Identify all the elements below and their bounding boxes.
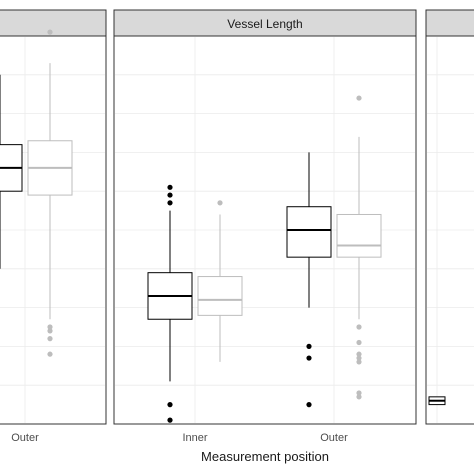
outlier-point (167, 184, 173, 190)
strip-right (425, 9, 474, 37)
x-axis-title: Measurement position (201, 449, 329, 464)
outlier-point (306, 355, 312, 361)
strip-center (113, 9, 417, 37)
outlier-point (167, 417, 173, 423)
strip-label: Vessel Length (227, 17, 302, 31)
outlier-point (356, 390, 362, 396)
outlier-point (47, 328, 53, 334)
x-tick-label: Inner (182, 432, 207, 444)
outlier-point (306, 343, 312, 349)
outlier-point (47, 351, 53, 357)
marks-left (0, 29, 73, 357)
outlier-point (356, 351, 362, 357)
marks-right (428, 396, 446, 406)
outlier-point (167, 200, 173, 206)
outlier-point (167, 192, 173, 198)
outlier-point (356, 394, 362, 400)
panel-center: Vessel Length Inner Outer (113, 9, 417, 444)
outlier-point (167, 402, 173, 408)
panel-left: Outer (0, 9, 107, 444)
outlier-point (47, 336, 53, 342)
outlier-point (47, 324, 53, 330)
grid-center (115, 37, 415, 423)
grid-right (427, 37, 474, 423)
x-tick-label: Outer (11, 432, 39, 444)
outlier-point (356, 95, 362, 101)
marks-center (147, 95, 382, 423)
outlier-point (356, 324, 362, 330)
outlier-point (356, 355, 362, 361)
box-body (197, 276, 243, 316)
strip-left (0, 9, 107, 37)
outlier-point (306, 402, 312, 408)
x-tick-label: Outer (320, 432, 348, 444)
panel-right (425, 9, 474, 425)
box-body (286, 206, 332, 258)
outlier-point (356, 359, 362, 365)
outlier-point (47, 29, 53, 35)
box-body (336, 213, 382, 258)
outlier-point (356, 339, 362, 346)
outlier-point (217, 200, 223, 206)
